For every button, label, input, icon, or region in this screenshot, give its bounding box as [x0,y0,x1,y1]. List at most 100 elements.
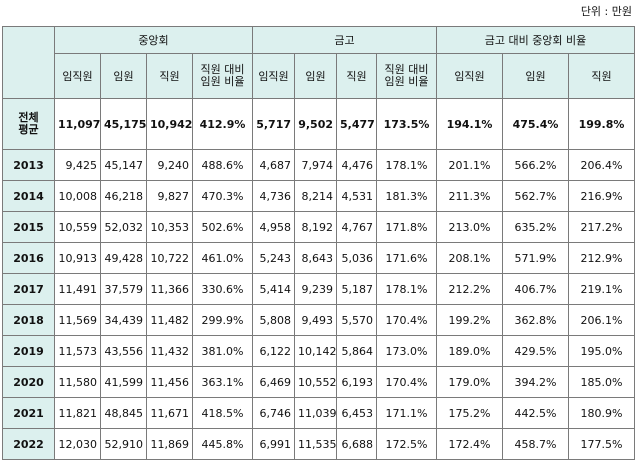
table-cell: 46,218 [100,180,147,212]
table-cell: 429.5% [502,335,569,367]
table-row: 2015 10,559 52,032 10,353 502.6% 4,958 8,192 4,… [2,211,636,243]
table-cell: 11,671 [146,397,193,429]
table-cell: 11,097 [54,98,101,150]
table-cell: 9,239 [294,273,337,305]
table-cell: 488.6% [192,149,253,181]
group-header: 중앙회 [54,26,253,54]
table-cell: 4,687 [252,149,295,181]
group-header: 금고 [252,26,437,54]
table-cell: 4,767 [336,211,377,243]
table-cell: 201.1% [436,149,503,181]
row-label: 2021 [2,397,55,429]
table-cell: 5,187 [336,273,377,305]
table-cell: 5,864 [336,335,377,367]
table-cell: 502.6% [192,211,253,243]
table-cell: 179.0% [436,366,503,398]
table-cell: 9,240 [146,149,193,181]
table-cell: 11,482 [146,304,193,336]
table-cell: 172.4% [436,428,503,460]
table-cell: 10,353 [146,211,193,243]
table-cell: 363.1% [192,366,253,398]
table-row: 전체 평균 11,097 45,175 10,942 412.9% 5,717 9,502 5,… [2,98,636,150]
table-cell: 185.0% [567,366,636,398]
table-cell: 5,717 [252,98,295,150]
table-cell: 216.9% [567,180,636,212]
column-header: 임원 [100,53,147,99]
salary-table: 중앙회 금고 금고 대비 중앙회 비율 임직원 임원 직원 직원 대비 임원 비율 임직원… [2,26,636,460]
table-cell: 9,425 [54,149,101,181]
table-cell: 170.4% [376,304,437,336]
table-cell: 11,039 [294,397,337,429]
table-cell: 194.1% [436,98,503,150]
table-cell: 10,942 [146,98,193,150]
table-cell: 173.0% [376,335,437,367]
table-cell: 37,579 [100,273,147,305]
column-header: 임직원 [436,53,503,99]
column-header: 임원 [502,53,569,99]
table-cell: 635.2% [502,211,569,243]
table-row: 2016 10,913 49,428 10,722 461.0% 5,243 8,643 5,… [2,242,636,274]
table-cell: 11,869 [146,428,193,460]
table-cell: 11,432 [146,335,193,367]
row-label: 2019 [2,335,55,367]
row-label: 2017 [2,273,55,305]
table-row: 2013 9,425 45,147 9,240 488.6% 4,687 7,974 4,47… [2,149,636,181]
column-header: 임직원 [54,53,101,99]
table-cell: 12,030 [54,428,101,460]
table-cell: 219.1% [567,273,636,305]
table-row: 2014 10,008 46,218 9,827 470.3% 4,736 8,214 4,5… [2,180,636,212]
table-cell: 52,032 [100,211,147,243]
table-cell: 6,122 [252,335,295,367]
table-cell: 172.5% [376,428,437,460]
table-cell: 217.2% [567,211,636,243]
table-cell: 562.7% [502,180,569,212]
row-label: 전체 평균 [2,98,55,150]
table-cell: 178.1% [376,273,437,305]
table-cell: 5,570 [336,304,377,336]
table-row: 2020 11,580 41,599 11,456 363.1% 6,469 10,552 6… [2,366,636,398]
row-label: 2013 [2,149,55,181]
table-cell: 5,808 [252,304,295,336]
table-cell: 6,688 [336,428,377,460]
table-cell: 10,552 [294,366,337,398]
table-cell: 11,569 [54,304,101,336]
column-header: 직원 [146,53,193,99]
row-label: 2014 [2,180,55,212]
table-cell: 461.0% [192,242,253,274]
table-cell: 171.8% [376,211,437,243]
table-cell: 199.8% [567,98,636,150]
column-header: 임원 [294,53,337,99]
table-cell: 6,453 [336,397,377,429]
table-cell: 11,580 [54,366,101,398]
column-header: 직원 [567,53,636,99]
table-cell: 11,456 [146,366,193,398]
table-cell: 208.1% [436,242,503,274]
table-cell: 475.4% [502,98,569,150]
table-cell: 7,974 [294,149,337,181]
table-row: 2017 11,491 37,579 11,366 330.6% 5,414 9,239 5,… [2,273,636,305]
table-cell: 8,214 [294,180,337,212]
table-cell: 299.9% [192,304,253,336]
table-cell: 11,366 [146,273,193,305]
table-cell: 48,845 [100,397,147,429]
table-cell: 8,643 [294,242,337,274]
table-cell: 412.9% [192,98,253,150]
table-cell: 4,958 [252,211,295,243]
table-cell: 45,175 [100,98,147,150]
table-row: 2019 11,573 43,556 11,432 381.0% 6,122 10,142 5… [2,335,636,367]
row-label: 2020 [2,366,55,398]
table-cell: 6,746 [252,397,295,429]
table-cell: 4,531 [336,180,377,212]
table-cell: 9,502 [294,98,337,150]
table-cell: 8,192 [294,211,337,243]
table-cell: 171.6% [376,242,437,274]
table-cell: 180.9% [567,397,636,429]
table-cell: 45,147 [100,149,147,181]
table-cell: 177.5% [567,428,636,460]
table-cell: 10,913 [54,242,101,274]
table-cell: 381.0% [192,335,253,367]
table-cell: 10,142 [294,335,337,367]
table-row: 2022 12,030 52,910 11,869 445.8% 6,991 11,535 6… [2,428,636,460]
table-cell: 189.0% [436,335,503,367]
table-cell: 442.5% [502,397,569,429]
